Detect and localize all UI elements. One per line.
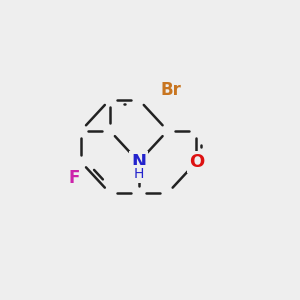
Text: F: F <box>68 169 80 187</box>
Text: Br: Br <box>160 81 182 99</box>
Text: H: H <box>134 167 144 181</box>
Text: O: O <box>189 153 204 171</box>
Text: N: N <box>131 153 146 171</box>
